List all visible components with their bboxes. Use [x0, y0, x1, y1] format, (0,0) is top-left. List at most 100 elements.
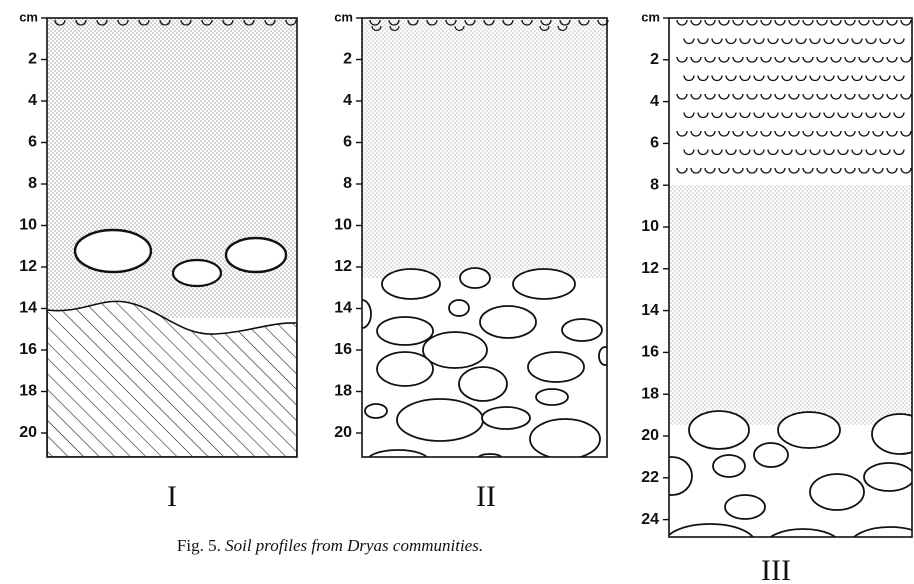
humus-arc: [810, 39, 820, 44]
humus-arc: [859, 57, 869, 62]
humus-arc: [677, 131, 687, 136]
depth-tick-label: 14: [334, 300, 352, 317]
humus-arc: [887, 20, 897, 25]
depth-tick-label: 14: [19, 300, 37, 317]
humus-arc: [852, 113, 862, 118]
humus-arc: [859, 20, 869, 25]
depth-tick-label: 2: [650, 51, 659, 68]
humus-arc: [747, 57, 757, 62]
profile-2-layers: [353, 18, 611, 470]
depth-tick-label: 10: [641, 218, 659, 235]
humus-arc: [803, 168, 813, 173]
humus-arc: [880, 76, 890, 81]
caption-number: Fig. 5.: [177, 536, 221, 555]
humus-arc: [782, 150, 792, 155]
humus-arc: [894, 39, 904, 44]
humus-arc: [705, 20, 715, 25]
depth-unit: cm: [19, 9, 38, 24]
humus-arc: [901, 94, 911, 99]
humus-arc: [782, 39, 792, 44]
humus-arc: [873, 168, 883, 173]
depth-tick-label: 12: [19, 258, 37, 275]
humus-arc: [768, 76, 778, 81]
depth-tick-label: 20: [334, 424, 352, 441]
humus-arc: [719, 94, 729, 99]
page: {"figure": { "caption_number": "Fig. 5."…: [0, 0, 914, 584]
humus-arc: [712, 39, 722, 44]
humus-arc: [705, 168, 715, 173]
humus-arc: [845, 57, 855, 62]
humus-arc: [761, 168, 771, 173]
humus-arc: [712, 113, 722, 118]
humus-arc: [677, 94, 687, 99]
humus-arc: [719, 20, 729, 25]
humus-arc: [775, 57, 785, 62]
humus-arc: [901, 20, 911, 25]
depth-tick-label: 4: [343, 92, 352, 109]
humus-arc: [838, 113, 848, 118]
humus-arc: [887, 94, 897, 99]
depth-tick-label: 12: [334, 258, 352, 275]
humus-arc: [824, 150, 834, 155]
humus-arc: [726, 113, 736, 118]
humus-arc: [887, 131, 897, 136]
humus-arc: [761, 20, 771, 25]
humus-arc: [831, 94, 841, 99]
humus-arc: [831, 57, 841, 62]
humus-arc: [684, 76, 694, 81]
humus-arc: [831, 20, 841, 25]
humus-arc: [691, 94, 701, 99]
depth-tick-label: 6: [343, 134, 352, 151]
humus-arc: [824, 113, 834, 118]
humus-arc: [824, 76, 834, 81]
humus-arc: [887, 57, 897, 62]
humus-arc: [775, 94, 785, 99]
humus-arc: [691, 20, 701, 25]
depth-tick-label: 20: [641, 427, 659, 444]
humus-arc: [789, 20, 799, 25]
humus-arc: [803, 57, 813, 62]
humus-arc: [775, 131, 785, 136]
profile-label: I: [167, 480, 177, 513]
humus-arc: [733, 94, 743, 99]
humus-arc: [810, 76, 820, 81]
humus-arc: [712, 76, 722, 81]
humus-arc: [796, 76, 806, 81]
humus-arc: [677, 20, 687, 25]
humus-arc: [894, 150, 904, 155]
humus-arc: [838, 76, 848, 81]
depth-tick-label: 22: [641, 469, 659, 486]
humus-arc: [894, 113, 904, 118]
depth-tick-label: 20: [19, 424, 37, 441]
humus-arc: [726, 39, 736, 44]
humus-arc: [726, 76, 736, 81]
humus-arc: [880, 113, 890, 118]
humus-arc: [859, 168, 869, 173]
humus-arc: [873, 131, 883, 136]
humus-arc: [747, 94, 757, 99]
humus-arc: [691, 57, 701, 62]
humus-arc: [789, 168, 799, 173]
humus-arc: [719, 168, 729, 173]
humus-arc: [782, 113, 792, 118]
profile-3-layers: [652, 185, 914, 563]
humus-arc: [726, 150, 736, 155]
humus-arc: [866, 150, 876, 155]
humus-arc: [747, 131, 757, 136]
humus-arc: [866, 76, 876, 81]
humus-arc: [705, 94, 715, 99]
humus-arc: [698, 76, 708, 81]
humus-arc: [754, 150, 764, 155]
humus-arc: [803, 20, 813, 25]
humus-arc: [705, 131, 715, 136]
humus-arc: [684, 39, 694, 44]
humus-arc: [817, 20, 827, 25]
humus-arc: [719, 57, 729, 62]
humus-arc: [901, 131, 911, 136]
figure: Fig. 5. Soil profiles from Dryas communi…: [0, 0, 914, 584]
humus-arc: [866, 113, 876, 118]
humus-arc: [831, 131, 841, 136]
depth-tick-label: 16: [19, 341, 37, 358]
humus-arc: [817, 168, 827, 173]
humus-arc: [852, 76, 862, 81]
